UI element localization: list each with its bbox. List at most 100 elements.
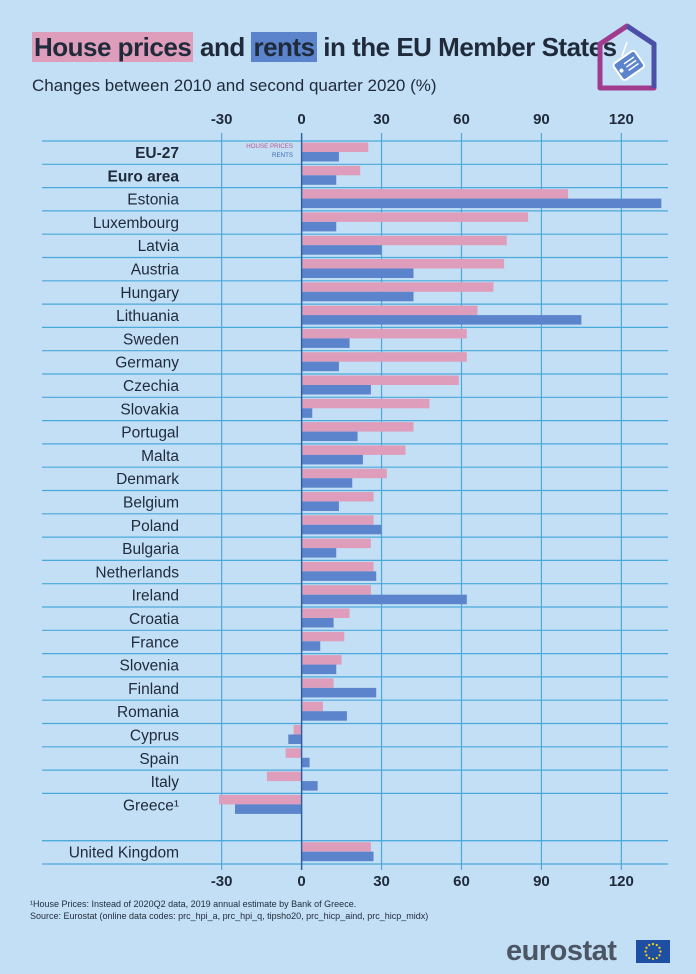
bar-house-prices (219, 794, 302, 805)
bar-house-prices (301, 352, 467, 362)
tick-label-bottom: 120 (609, 873, 634, 890)
bar-house-prices (301, 515, 374, 525)
bar-house-prices (301, 328, 467, 339)
bar-house-prices (301, 259, 505, 269)
bar-rents (301, 641, 321, 651)
tick-label-bottom: 90 (533, 873, 550, 890)
bar-house-prices (301, 212, 529, 222)
eu-flag-star (648, 956, 651, 960)
bar-rents (301, 385, 371, 395)
category-label: Portugal (121, 425, 179, 442)
bar-house-prices (301, 492, 374, 502)
bar-house-prices (301, 608, 350, 618)
bar-house-prices (301, 189, 569, 199)
category-label: Spain (139, 751, 179, 768)
eu-flag-star (655, 956, 658, 960)
tick-label-bottom: -30 (211, 873, 233, 890)
category-label: Luxembourg (93, 215, 179, 232)
bar-house-prices (301, 375, 459, 385)
bar-rents (301, 338, 350, 348)
category-label: Slovenia (120, 658, 180, 675)
bar-rents (301, 198, 662, 209)
bar-rents (301, 361, 339, 372)
tick-label-top: -30 (211, 111, 233, 128)
legend: HOUSE PRICES RENTS (246, 143, 293, 159)
category-label: Czechia (123, 378, 179, 395)
bar-rents (301, 571, 377, 581)
eu-flag-star (648, 943, 651, 947)
bar-rents (301, 152, 339, 162)
category-label: Netherlands (95, 564, 179, 581)
bar-rents (301, 711, 347, 721)
bar-rents (301, 268, 414, 278)
bar-rents (301, 687, 377, 698)
bar-house-prices (301, 561, 374, 572)
tick-labels: -30 -30 0 0 30 30 60 60 90 90 120 120 (211, 111, 634, 890)
title-rents: rents (251, 32, 317, 62)
title-and: and (193, 32, 252, 62)
eu-flag-star (658, 946, 661, 949)
tick-label-top: 60 (453, 111, 470, 128)
bar-house-prices (266, 771, 302, 782)
bar-house-prices (301, 631, 345, 642)
category-labels: EU-27 Euro area Estonia Luxembourg Latvia Aus… (69, 145, 180, 862)
bar-rents (288, 734, 302, 744)
eu-flag-star (659, 950, 662, 953)
bar-rents (301, 851, 374, 862)
legend-house-prices: HOUSE PRICES (246, 143, 293, 150)
eu-flag-star (651, 957, 655, 961)
footnote: ¹House Prices: Instead of 2020Q2 data, 2… (30, 898, 428, 922)
eu-flag-icon (636, 940, 670, 963)
bar-rents (301, 431, 358, 442)
bar-rents (301, 245, 382, 255)
bar-rents (301, 454, 363, 465)
category-label: Latvia (138, 238, 180, 255)
bar-rents (301, 291, 414, 302)
category-label: Italy (151, 774, 180, 791)
bar-house-prices (301, 701, 323, 712)
bar-rents (301, 501, 339, 511)
bar-house-prices (301, 445, 406, 455)
category-label: Greece¹ (123, 797, 179, 814)
bar-rents (301, 524, 382, 535)
category-label: Slovakia (120, 401, 179, 418)
title-rest: in the EU Member States (316, 32, 617, 62)
bar-house-prices (301, 235, 507, 246)
bar-house-prices (301, 678, 334, 688)
tick-label-bottom: 60 (453, 873, 470, 890)
bar-house-prices (301, 538, 371, 549)
category-label: Euro area (107, 168, 179, 185)
category-label: Lithuania (116, 308, 179, 325)
title-house-prices: House prices (32, 32, 194, 62)
eurostat-logo-text: eurostat (506, 935, 617, 967)
bar-rents (301, 618, 334, 628)
eu-flag-star (658, 954, 661, 957)
bar-rents (301, 478, 353, 488)
category-label: Belgium (123, 495, 179, 512)
category-label: Finland (128, 681, 179, 698)
legend-rents: RENTS (272, 152, 293, 159)
bar-rents (301, 548, 337, 558)
bar-house-prices (301, 585, 371, 595)
bar-house-prices (301, 468, 387, 479)
bar-house-prices (301, 282, 494, 292)
chart-title: House prices and rents in the EU Member … (32, 32, 617, 63)
price-tag-house-icon (597, 23, 657, 91)
eu-flag-star (645, 954, 648, 957)
category-label: Poland (131, 518, 179, 535)
category-label: Austria (131, 262, 180, 279)
bar-house-prices (301, 142, 369, 152)
category-label: Estonia (127, 192, 179, 209)
category-label: Romania (117, 704, 179, 721)
bar-house-prices (301, 655, 342, 665)
category-label: Sweden (123, 331, 179, 348)
tick-label-bottom: 30 (373, 873, 390, 890)
footnote-source: Source: Eurostat (online data codes: prc… (30, 911, 429, 921)
category-label: Ireland (132, 588, 179, 605)
category-label: Cyprus (130, 728, 179, 745)
bar-rents (301, 594, 467, 605)
bar-house-prices (301, 422, 414, 432)
category-label: United Kingdom (69, 845, 179, 862)
category-label: Malta (141, 448, 179, 465)
